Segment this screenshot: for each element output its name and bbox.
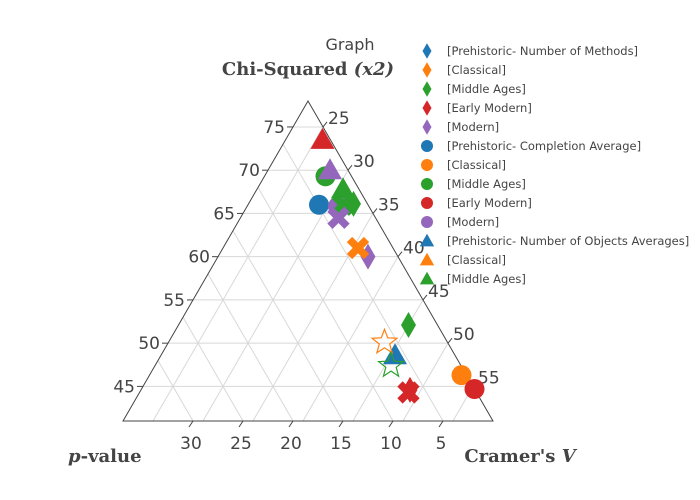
legend-marker-diamond — [422, 100, 432, 116]
data-point-triangle-up — [318, 158, 342, 180]
legend-label: [Classical] — [447, 158, 506, 172]
legend-label: [Classical] — [447, 63, 506, 77]
legend-label: [Classical] — [447, 253, 506, 267]
right-axis-title: Cramer's V — [464, 446, 577, 467]
data-point-x — [346, 236, 370, 260]
grid-line-left-axis — [207, 273, 294, 422]
data-point-triangle-up — [310, 127, 335, 149]
left-axis-title-prefix: p — [68, 446, 81, 467]
tick-label-right-axis: 50 — [453, 325, 475, 345]
tick-label-top-axis: 45 — [113, 377, 135, 397]
tick-label-left-axis: 25 — [230, 434, 252, 454]
right-axis-title-main: Cramer's — [464, 446, 555, 467]
legend-label: [Early Modern] — [447, 101, 532, 115]
grid-line-left-axis — [182, 316, 244, 422]
data-point-star — [376, 350, 406, 378]
tick-mark-right-axis — [347, 164, 353, 171]
tick-label-top-axis: 70 — [238, 161, 260, 181]
legend: [Prehistoric- Number of Methods] [Classic… — [419, 43, 689, 286]
tick-mark-right-axis — [322, 121, 328, 128]
tick-mark-left-axis — [338, 420, 344, 428]
marker-group — [309, 127, 485, 404]
grid-line-left-axis — [257, 187, 394, 422]
data-point-x — [327, 206, 350, 229]
tick-label-right-axis: 30 — [353, 152, 375, 172]
legend-marker-circle — [421, 140, 433, 152]
tick-label-top-axis: 75 — [263, 118, 285, 138]
tick-mark-right-axis — [397, 251, 403, 257]
legend-label: [Middle Ages] — [447, 82, 526, 96]
legend-label: [Early Modern] — [447, 196, 532, 210]
legend-marker-triangle-up — [419, 233, 435, 247]
tick-mark-right-axis — [447, 337, 453, 344]
tick-label-left-axis: 5 — [436, 434, 447, 454]
data-point-circle — [309, 194, 329, 215]
legend-marker-diamond — [422, 43, 432, 59]
legend-marker-circle — [421, 159, 433, 171]
data-point-circle — [451, 365, 472, 386]
legend-label: [Modern] — [447, 120, 499, 134]
legend-label: [Prehistoric- Completion Average] — [447, 139, 641, 153]
legend-marker-diamond — [422, 81, 432, 97]
grid-line-left-axis — [157, 360, 194, 422]
data-point-x — [397, 381, 420, 404]
legend-label: [Prehistoric- Number of Objects Averages… — [447, 234, 689, 248]
tick-label-left-axis: 10 — [380, 434, 402, 454]
legend-label: [Middle Ages] — [447, 177, 526, 191]
legend-marker-circle — [421, 216, 433, 228]
grid-line-right-axis — [302, 256, 399, 422]
data-point-diamond — [360, 243, 376, 270]
grid-line-left-axis — [232, 230, 344, 422]
ternary-frame — [122, 100, 494, 422]
data-point-diamond — [401, 312, 416, 338]
data-point-x — [331, 193, 355, 216]
data-point-triangle-up — [331, 177, 355, 199]
legend-marker-circle — [421, 178, 433, 190]
legend-marker-triangle-up — [419, 252, 435, 266]
tick-label-left-axis: 20 — [280, 434, 302, 454]
legend-marker-triangle-up — [419, 271, 435, 285]
tick-mark-left-axis — [288, 420, 294, 428]
tick-label-top-axis: 60 — [188, 248, 210, 268]
top-axis-title: Chi-Squared (x2) — [222, 59, 394, 80]
tick-mark-left-axis — [188, 420, 194, 428]
tick-mark-right-axis — [422, 294, 428, 301]
grid-line-left-axis — [282, 143, 444, 422]
data-point-circle — [464, 379, 485, 399]
data-point-star — [370, 327, 399, 355]
tick-mark-left-axis — [438, 420, 444, 428]
tick-label-right-axis: 45 — [428, 282, 450, 302]
right-axis-title-suffix: V — [562, 446, 578, 467]
grid-line-right-axis — [402, 342, 449, 422]
grid — [143, 126, 474, 422]
legend-marker-diamond — [422, 62, 432, 78]
tick-mark-right-axis — [372, 208, 378, 214]
tick-mark-left-axis — [238, 420, 244, 428]
left-axis-title: p-value — [68, 446, 142, 467]
chart-title: Graph — [325, 35, 374, 54]
tick-label-right-axis: 55 — [478, 368, 500, 388]
legend-label: [Prehistoric- Number of Methods] — [447, 44, 638, 58]
top-axis-title-suffix: (x2) — [354, 59, 394, 80]
legend-marker-diamond — [422, 119, 432, 135]
grid-line-right-axis — [152, 126, 324, 422]
tick-label-left-axis: 15 — [330, 434, 352, 454]
tick-label-left-axis: 30 — [180, 434, 202, 454]
top-axis-title-main: Chi-Squared — [222, 59, 348, 80]
legend-marker-circle — [421, 197, 433, 209]
tick-label-top-axis: 65 — [213, 204, 235, 224]
tick-mark-left-axis — [388, 420, 394, 428]
legend-label: [Modern] — [447, 215, 499, 229]
left-axis-title-main: -value — [81, 446, 142, 467]
tick-label-right-axis: 40 — [403, 239, 425, 259]
tick-label-top-axis: 55 — [163, 291, 185, 311]
tick-label-top-axis: 50 — [138, 334, 160, 354]
tick-label-right-axis: 35 — [378, 195, 400, 215]
legend-label: [Middle Ages] — [447, 272, 526, 286]
tick-label-right-axis: 25 — [328, 109, 350, 129]
